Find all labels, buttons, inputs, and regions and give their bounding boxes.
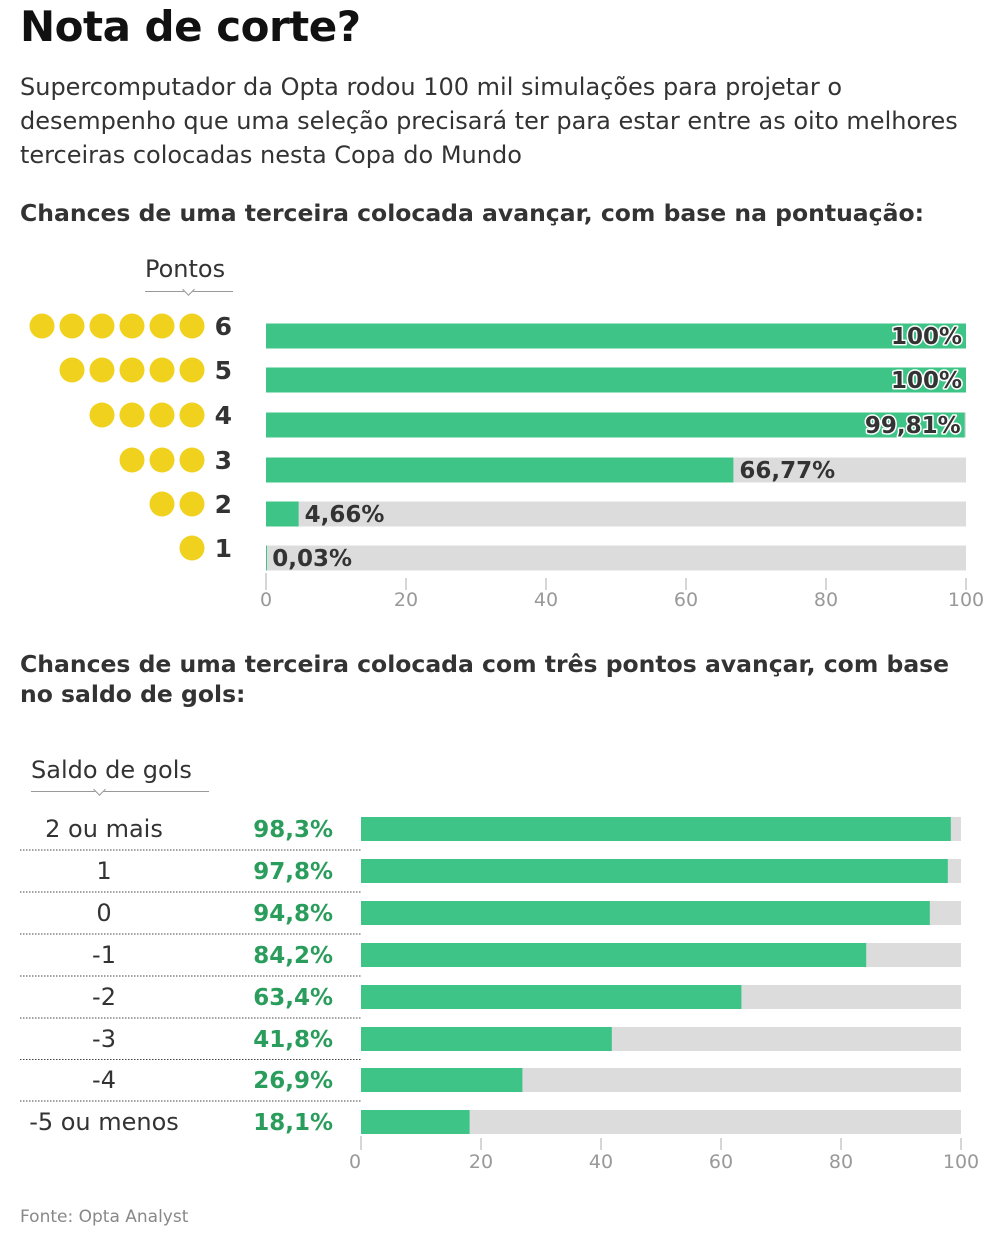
value-label-7: 18,1% bbox=[253, 1110, 333, 1136]
bar-4 bbox=[361, 985, 742, 1009]
category-label-5: 1 bbox=[215, 534, 232, 563]
point-dot-icon bbox=[89, 357, 115, 383]
bar-4 bbox=[266, 501, 299, 527]
category-label-1: 5 bbox=[215, 356, 232, 385]
bar-2 bbox=[266, 412, 965, 438]
bar-track-4 bbox=[266, 501, 966, 527]
bar-0 bbox=[361, 817, 951, 841]
value-label-2: 99,81% bbox=[865, 413, 961, 439]
point-dot-icon bbox=[179, 357, 205, 383]
category-label-2: 4 bbox=[215, 401, 232, 430]
bar-0 bbox=[266, 323, 966, 349]
category-label-0: 2 ou mais bbox=[45, 815, 163, 843]
source-note: Fonte: Opta Analyst bbox=[20, 1207, 189, 1227]
point-dot-icon bbox=[149, 357, 175, 383]
point-dot-icon bbox=[119, 402, 145, 428]
chart2-category-header: Saldo de gols bbox=[31, 756, 192, 784]
point-dot-icon bbox=[179, 402, 205, 428]
category-label-5: -3 bbox=[92, 1025, 116, 1053]
x-tick-label: 20 bbox=[469, 1151, 493, 1173]
value-label-1: 97,8% bbox=[253, 859, 333, 885]
chart1-category-header: Pontos bbox=[145, 255, 226, 283]
value-label-0: 100% bbox=[891, 324, 962, 350]
point-dot-icon bbox=[119, 313, 145, 339]
chart2-title: Chances de uma terceira colocada com trê… bbox=[20, 650, 950, 708]
value-label-6: 26,9% bbox=[253, 1068, 333, 1094]
bar-3 bbox=[361, 943, 867, 967]
point-dot-icon bbox=[179, 313, 205, 339]
bar-3 bbox=[266, 457, 734, 483]
page-title: Nota de corte? bbox=[20, 2, 361, 51]
value-label-4: 4,66% bbox=[305, 502, 385, 528]
point-dot-icon bbox=[119, 357, 145, 383]
bar-track-5 bbox=[266, 545, 966, 571]
bar-5 bbox=[361, 1027, 612, 1051]
category-label-0: 6 bbox=[215, 312, 232, 341]
point-dot-icon bbox=[149, 491, 175, 517]
point-dot-icon bbox=[149, 447, 175, 473]
point-dot-icon bbox=[119, 447, 145, 473]
bar-2 bbox=[361, 901, 930, 925]
value-label-3: 84,2% bbox=[253, 943, 333, 969]
x-tick-label: 40 bbox=[534, 589, 558, 611]
x-tick-label: 0 bbox=[349, 1151, 361, 1173]
value-label-5: 41,8% bbox=[253, 1027, 333, 1053]
point-dot-icon bbox=[29, 313, 55, 339]
value-label-2: 94,8% bbox=[253, 901, 333, 927]
value-label-3: 66,77% bbox=[739, 458, 835, 484]
point-dot-icon bbox=[149, 313, 175, 339]
x-tick-label: 80 bbox=[814, 589, 838, 611]
point-dot-icon bbox=[179, 447, 205, 473]
point-dot-icon bbox=[89, 402, 115, 428]
value-label-0: 98,3% bbox=[253, 817, 333, 843]
bar-7 bbox=[361, 1110, 470, 1134]
point-dot-icon bbox=[149, 402, 175, 428]
chart1-title: Chances de uma terceira colocada avançar… bbox=[20, 199, 924, 227]
category-label-2: 0 bbox=[96, 899, 111, 927]
category-label-3: -1 bbox=[92, 941, 116, 969]
value-label-1: 100% bbox=[891, 368, 962, 394]
point-dot-icon bbox=[59, 357, 85, 383]
point-dot-icon bbox=[89, 313, 115, 339]
value-label-4: 63,4% bbox=[253, 985, 333, 1011]
x-tick-label: 100 bbox=[948, 589, 984, 611]
chart2-header-underline bbox=[31, 791, 209, 792]
bar-5 bbox=[266, 545, 267, 571]
category-label-4: 2 bbox=[215, 490, 232, 519]
point-dot-icon bbox=[179, 491, 205, 517]
x-tick-label: 60 bbox=[674, 589, 698, 611]
category-label-6: -4 bbox=[92, 1066, 116, 1094]
x-tick-label: 100 bbox=[943, 1151, 979, 1173]
x-tick-label: 20 bbox=[394, 589, 418, 611]
x-tick-label: 40 bbox=[589, 1151, 613, 1173]
category-label-4: -2 bbox=[92, 983, 116, 1011]
category-label-1: 1 bbox=[96, 857, 111, 885]
point-dot-icon bbox=[179, 535, 205, 561]
x-tick-label: 80 bbox=[829, 1151, 853, 1173]
x-tick-label: 0 bbox=[260, 589, 272, 611]
category-label-7: -5 ou menos bbox=[29, 1108, 179, 1136]
bar-1 bbox=[266, 367, 966, 393]
category-label-3: 3 bbox=[215, 446, 232, 475]
value-label-5: 0,03% bbox=[272, 546, 352, 572]
subtitle: Supercomputador da Opta rodou 100 mil si… bbox=[20, 73, 958, 169]
bar-1 bbox=[361, 859, 948, 883]
x-tick-label: 60 bbox=[709, 1151, 733, 1173]
point-dot-icon bbox=[59, 313, 85, 339]
bar-6 bbox=[361, 1068, 523, 1092]
